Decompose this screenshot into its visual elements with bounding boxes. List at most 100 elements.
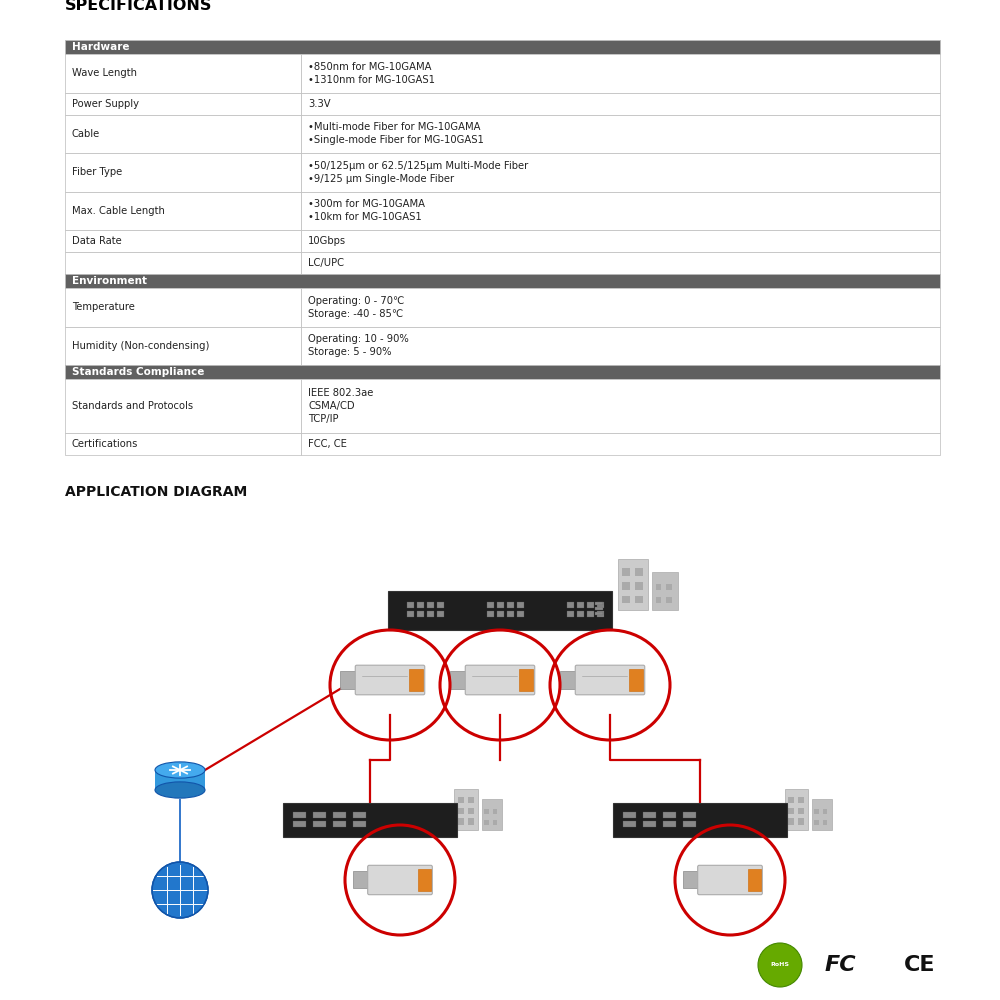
FancyBboxPatch shape xyxy=(596,602,604,608)
FancyBboxPatch shape xyxy=(798,808,804,814)
FancyBboxPatch shape xyxy=(666,584,672,590)
FancyBboxPatch shape xyxy=(823,809,827,814)
FancyBboxPatch shape xyxy=(586,611,594,617)
FancyBboxPatch shape xyxy=(635,582,643,590)
Text: Max. Cable Length: Max. Cable Length xyxy=(72,206,165,216)
Text: FC: FC xyxy=(824,955,856,975)
Text: IEEE 802.3ae
CSMA/CD
TCP/IP: IEEE 802.3ae CSMA/CD TCP/IP xyxy=(308,388,374,424)
FancyBboxPatch shape xyxy=(623,821,636,827)
FancyBboxPatch shape xyxy=(576,611,584,617)
FancyBboxPatch shape xyxy=(519,669,533,691)
FancyBboxPatch shape xyxy=(418,869,431,891)
FancyBboxPatch shape xyxy=(496,611,504,617)
FancyBboxPatch shape xyxy=(698,865,762,895)
FancyBboxPatch shape xyxy=(65,153,301,192)
Text: FCC, CE: FCC, CE xyxy=(308,439,347,449)
FancyBboxPatch shape xyxy=(301,230,940,252)
FancyBboxPatch shape xyxy=(595,611,603,615)
Text: RoHS: RoHS xyxy=(770,962,790,968)
FancyBboxPatch shape xyxy=(576,602,584,608)
FancyBboxPatch shape xyxy=(496,602,504,608)
FancyBboxPatch shape xyxy=(450,671,470,689)
FancyBboxPatch shape xyxy=(333,821,346,827)
FancyBboxPatch shape xyxy=(155,770,205,790)
FancyBboxPatch shape xyxy=(333,812,346,818)
Text: Fiber Type: Fiber Type xyxy=(72,167,122,177)
FancyBboxPatch shape xyxy=(65,288,301,327)
FancyBboxPatch shape xyxy=(823,820,827,825)
FancyBboxPatch shape xyxy=(353,821,366,827)
FancyBboxPatch shape xyxy=(301,433,940,455)
Text: •Multi-mode Fiber for MG-10GAMA
•Single-mode Fiber for MG-10GAS1: •Multi-mode Fiber for MG-10GAMA •Single-… xyxy=(308,122,484,145)
FancyBboxPatch shape xyxy=(656,584,661,590)
Text: SPECIFICATIONS: SPECIFICATIONS xyxy=(65,0,212,13)
Text: Operating: 10 - 90%
Storage: 5 - 90%: Operating: 10 - 90% Storage: 5 - 90% xyxy=(308,334,409,357)
FancyBboxPatch shape xyxy=(666,597,672,603)
FancyBboxPatch shape xyxy=(368,865,432,895)
Text: •850nm for MG-10GAMA
•1310nm for MG-10GAS1: •850nm for MG-10GAMA •1310nm for MG-10GA… xyxy=(308,62,435,85)
FancyBboxPatch shape xyxy=(458,797,464,803)
Text: Cable: Cable xyxy=(72,129,100,139)
FancyBboxPatch shape xyxy=(788,808,794,814)
Text: Standards Compliance: Standards Compliance xyxy=(72,367,204,377)
FancyBboxPatch shape xyxy=(406,602,414,608)
FancyBboxPatch shape xyxy=(65,252,301,274)
FancyBboxPatch shape xyxy=(65,274,940,288)
FancyBboxPatch shape xyxy=(353,871,372,888)
FancyBboxPatch shape xyxy=(65,40,940,54)
Text: •50/125μm or 62.5/125μm Multi-Mode Fiber
•9/125 μm Single-Mode Fiber: •50/125μm or 62.5/125μm Multi-Mode Fiber… xyxy=(308,161,528,184)
Text: Operating: 0 - 70℃
Storage: -40 - 85℃: Operating: 0 - 70℃ Storage: -40 - 85℃ xyxy=(308,296,404,319)
FancyBboxPatch shape xyxy=(416,602,424,608)
FancyBboxPatch shape xyxy=(798,818,804,825)
FancyBboxPatch shape xyxy=(313,812,326,818)
FancyBboxPatch shape xyxy=(454,789,478,830)
FancyBboxPatch shape xyxy=(426,611,434,617)
Text: Wave Length: Wave Length xyxy=(72,68,137,78)
FancyBboxPatch shape xyxy=(566,611,574,617)
FancyBboxPatch shape xyxy=(65,365,940,379)
FancyBboxPatch shape xyxy=(482,799,502,830)
FancyBboxPatch shape xyxy=(798,797,804,803)
FancyBboxPatch shape xyxy=(629,669,643,691)
Text: 10Gbps: 10Gbps xyxy=(308,236,346,246)
FancyBboxPatch shape xyxy=(65,230,301,252)
FancyBboxPatch shape xyxy=(293,812,306,818)
FancyBboxPatch shape xyxy=(683,871,702,888)
FancyBboxPatch shape xyxy=(406,611,414,617)
FancyBboxPatch shape xyxy=(65,379,301,433)
FancyBboxPatch shape xyxy=(426,602,434,608)
FancyBboxPatch shape xyxy=(652,572,678,610)
Text: Humidity (Non-condensing): Humidity (Non-condensing) xyxy=(72,341,209,351)
FancyBboxPatch shape xyxy=(566,602,574,608)
FancyBboxPatch shape xyxy=(507,602,514,608)
FancyBboxPatch shape xyxy=(293,821,306,827)
FancyBboxPatch shape xyxy=(643,821,656,827)
FancyBboxPatch shape xyxy=(465,665,535,695)
FancyBboxPatch shape xyxy=(468,808,474,814)
FancyBboxPatch shape xyxy=(788,818,794,825)
Text: APPLICATION DIAGRAM: APPLICATION DIAGRAM xyxy=(65,485,247,499)
FancyBboxPatch shape xyxy=(560,671,580,689)
FancyBboxPatch shape xyxy=(355,665,425,695)
FancyBboxPatch shape xyxy=(301,115,940,153)
Text: Certifications: Certifications xyxy=(72,439,138,449)
FancyBboxPatch shape xyxy=(575,665,645,695)
FancyBboxPatch shape xyxy=(388,590,612,630)
FancyBboxPatch shape xyxy=(748,869,761,891)
FancyBboxPatch shape xyxy=(493,820,497,825)
FancyBboxPatch shape xyxy=(622,596,630,603)
FancyBboxPatch shape xyxy=(486,611,494,617)
FancyBboxPatch shape xyxy=(595,606,603,610)
Text: Data Rate: Data Rate xyxy=(72,236,122,246)
FancyBboxPatch shape xyxy=(458,818,464,825)
FancyBboxPatch shape xyxy=(301,153,940,192)
FancyBboxPatch shape xyxy=(586,602,594,608)
FancyBboxPatch shape xyxy=(301,93,940,115)
FancyBboxPatch shape xyxy=(622,568,630,576)
FancyBboxPatch shape xyxy=(493,809,497,814)
FancyBboxPatch shape xyxy=(516,602,524,608)
FancyBboxPatch shape xyxy=(65,433,301,455)
FancyBboxPatch shape xyxy=(622,582,630,590)
FancyBboxPatch shape xyxy=(436,602,444,608)
Text: Environment: Environment xyxy=(72,276,147,286)
